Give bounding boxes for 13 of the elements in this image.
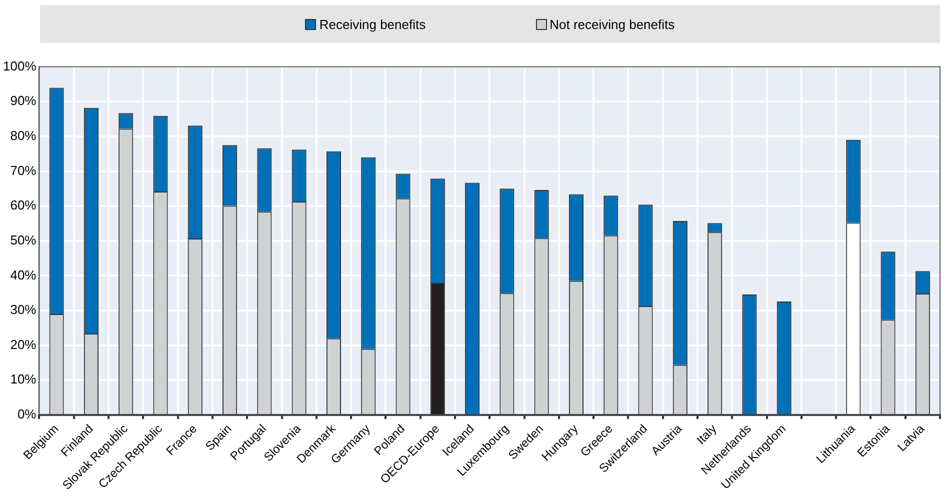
y-tick-label: 60% — [10, 198, 37, 213]
y-tick-label: 70% — [10, 162, 37, 178]
legend-label: Not receiving benefits — [550, 16, 675, 32]
y-tick-label: 30% — [10, 302, 37, 318]
y-tick-label: 40% — [10, 267, 37, 282]
legend-label: Receiving benefits — [319, 16, 426, 32]
y-tick-label: 20% — [10, 336, 37, 352]
y-tick-label: 100% — [3, 58, 37, 74]
y-tick-label: 10% — [10, 372, 37, 387]
y-tick-label: 80% — [10, 128, 37, 144]
y-tick-label: 50% — [10, 232, 37, 248]
y-tick-label: 0% — [17, 406, 37, 422]
y-tick-label: 90% — [10, 93, 37, 108]
